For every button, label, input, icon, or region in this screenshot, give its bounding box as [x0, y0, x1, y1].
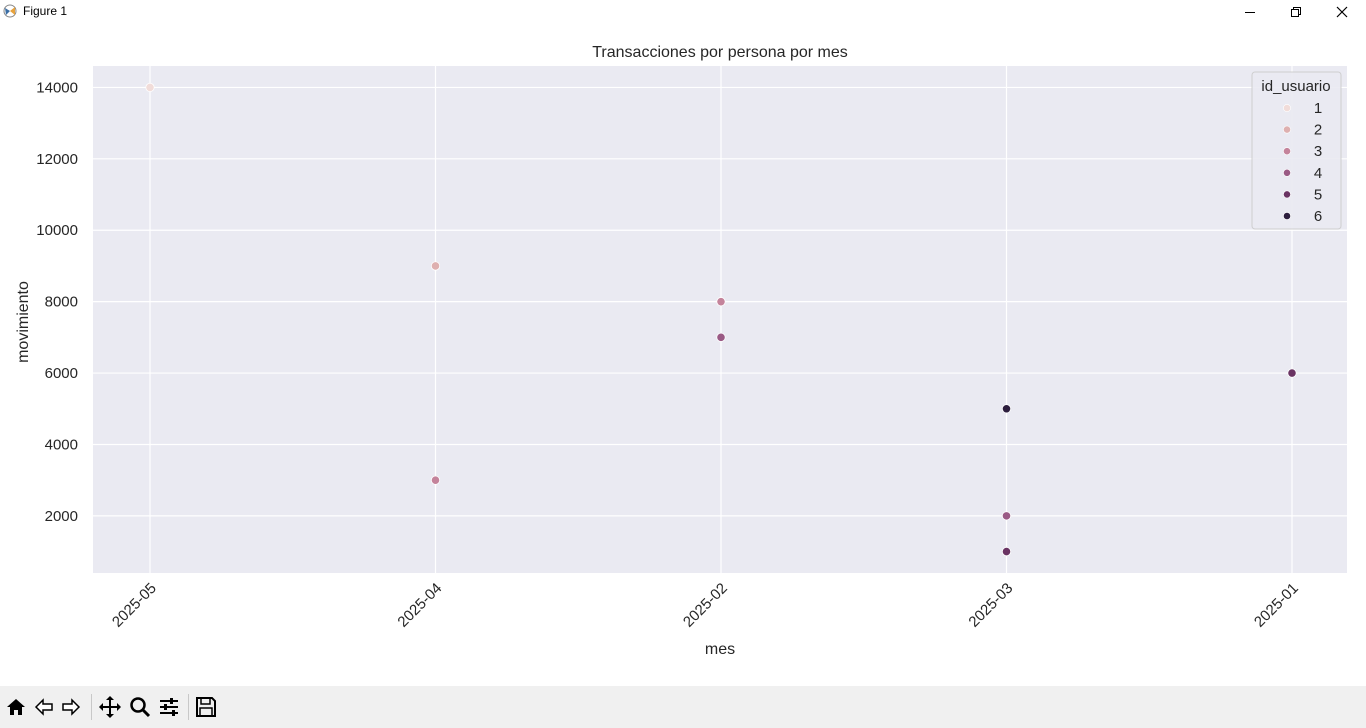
y-tick-label: 6000 — [45, 365, 78, 382]
data-point-usuario-1 — [145, 82, 155, 93]
x-tick-label: 2025-03 — [965, 580, 1016, 631]
back-button[interactable] — [32, 695, 56, 719]
legend-marker — [1283, 104, 1291, 112]
y-tick-labels: 2000 4000 6000 8000 10000 12000 14000 — [36, 79, 78, 524]
x-axis-label: mes — [705, 641, 735, 658]
y-tick-label: 10000 — [36, 222, 78, 239]
y-tick-label: 2000 — [45, 508, 78, 525]
x-tick-label: 2025-05 — [109, 580, 160, 631]
minimize-button[interactable] — [1227, 0, 1273, 24]
data-point-usuario-4 — [1001, 511, 1012, 521]
window-titlebar: Figure 1 — [0, 0, 1366, 24]
figure-canvas[interactable]: 2000 4000 6000 8000 10000 12000 14000 2025-05 2… — [0, 24, 1366, 686]
pan-icon — [99, 696, 121, 718]
save-button[interactable] — [194, 695, 218, 719]
legend: id_usuario 1 2 3 4 5 6 — [1251, 71, 1342, 230]
data-point-usuario-4 — [716, 332, 726, 342]
legend-label: 4 — [1314, 165, 1322, 182]
data-point-usuario-3 — [716, 297, 726, 307]
plot-area — [93, 66, 1347, 573]
y-tick-label: 14000 — [36, 79, 78, 96]
data-point-usuario-5 — [1001, 546, 1012, 557]
close-icon — [1336, 6, 1348, 18]
restore-button[interactable] — [1273, 0, 1319, 24]
configure-subplots-button[interactable] — [157, 695, 181, 719]
legend-marker — [1283, 147, 1291, 156]
toolbar-separator — [91, 694, 92, 720]
y-tick-label: 8000 — [45, 294, 78, 311]
x-tick-label: 2025-01 — [1251, 580, 1302, 631]
legend-label: 5 — [1314, 186, 1322, 203]
zoom-button[interactable] — [128, 695, 152, 719]
restore-icon — [1291, 7, 1301, 17]
zoom-icon — [130, 697, 151, 718]
legend-box — [1251, 71, 1342, 230]
legend-label: 6 — [1314, 208, 1322, 225]
grid-lines — [93, 66, 1347, 573]
x-tick-label: 2025-04 — [394, 580, 445, 631]
legend-title: id_usuario — [1261, 78, 1330, 95]
legend-marker — [1283, 190, 1291, 199]
x-tick-label: 2025-02 — [680, 580, 731, 631]
home-icon — [7, 699, 25, 715]
matplotlib-app-icon — [3, 4, 17, 18]
home-button[interactable] — [4, 695, 28, 719]
navigation-toolbar — [0, 686, 1366, 728]
forward-button[interactable] — [59, 695, 83, 719]
data-points — [145, 82, 1297, 557]
legend-label: 2 — [1314, 122, 1322, 139]
back-arrow-icon — [34, 698, 53, 716]
legend-label: 1 — [1314, 100, 1322, 117]
legend-label: 3 — [1314, 143, 1322, 160]
data-point-usuario-6 — [1001, 404, 1012, 414]
legend-marker — [1283, 212, 1291, 220]
data-point-usuario-3 — [430, 475, 441, 485]
y-axis-label: movimiento — [15, 281, 32, 363]
minimize-icon — [1245, 12, 1255, 13]
configure-subplots-icon — [160, 698, 178, 716]
pan-button[interactable] — [98, 695, 122, 719]
save-icon — [196, 697, 216, 717]
window-title: Figure 1 — [23, 4, 68, 18]
y-tick-label: 12000 — [36, 151, 78, 168]
data-point-usuario-2 — [430, 261, 441, 271]
legend-marker — [1283, 125, 1291, 134]
legend-marker — [1283, 168, 1291, 177]
y-tick-label: 4000 — [45, 436, 78, 453]
toolbar-separator — [188, 694, 189, 720]
data-point-usuario-5 — [1287, 368, 1297, 378]
legend-items: 1 2 3 4 5 6 — [1283, 100, 1322, 225]
chart-title: Transacciones por persona por mes — [592, 44, 848, 61]
forward-arrow-icon — [62, 698, 81, 716]
close-button[interactable] — [1319, 0, 1365, 24]
x-tick-labels: 2025-05 2025-04 2025-02 2025-03 2025-01 — [109, 580, 1302, 631]
